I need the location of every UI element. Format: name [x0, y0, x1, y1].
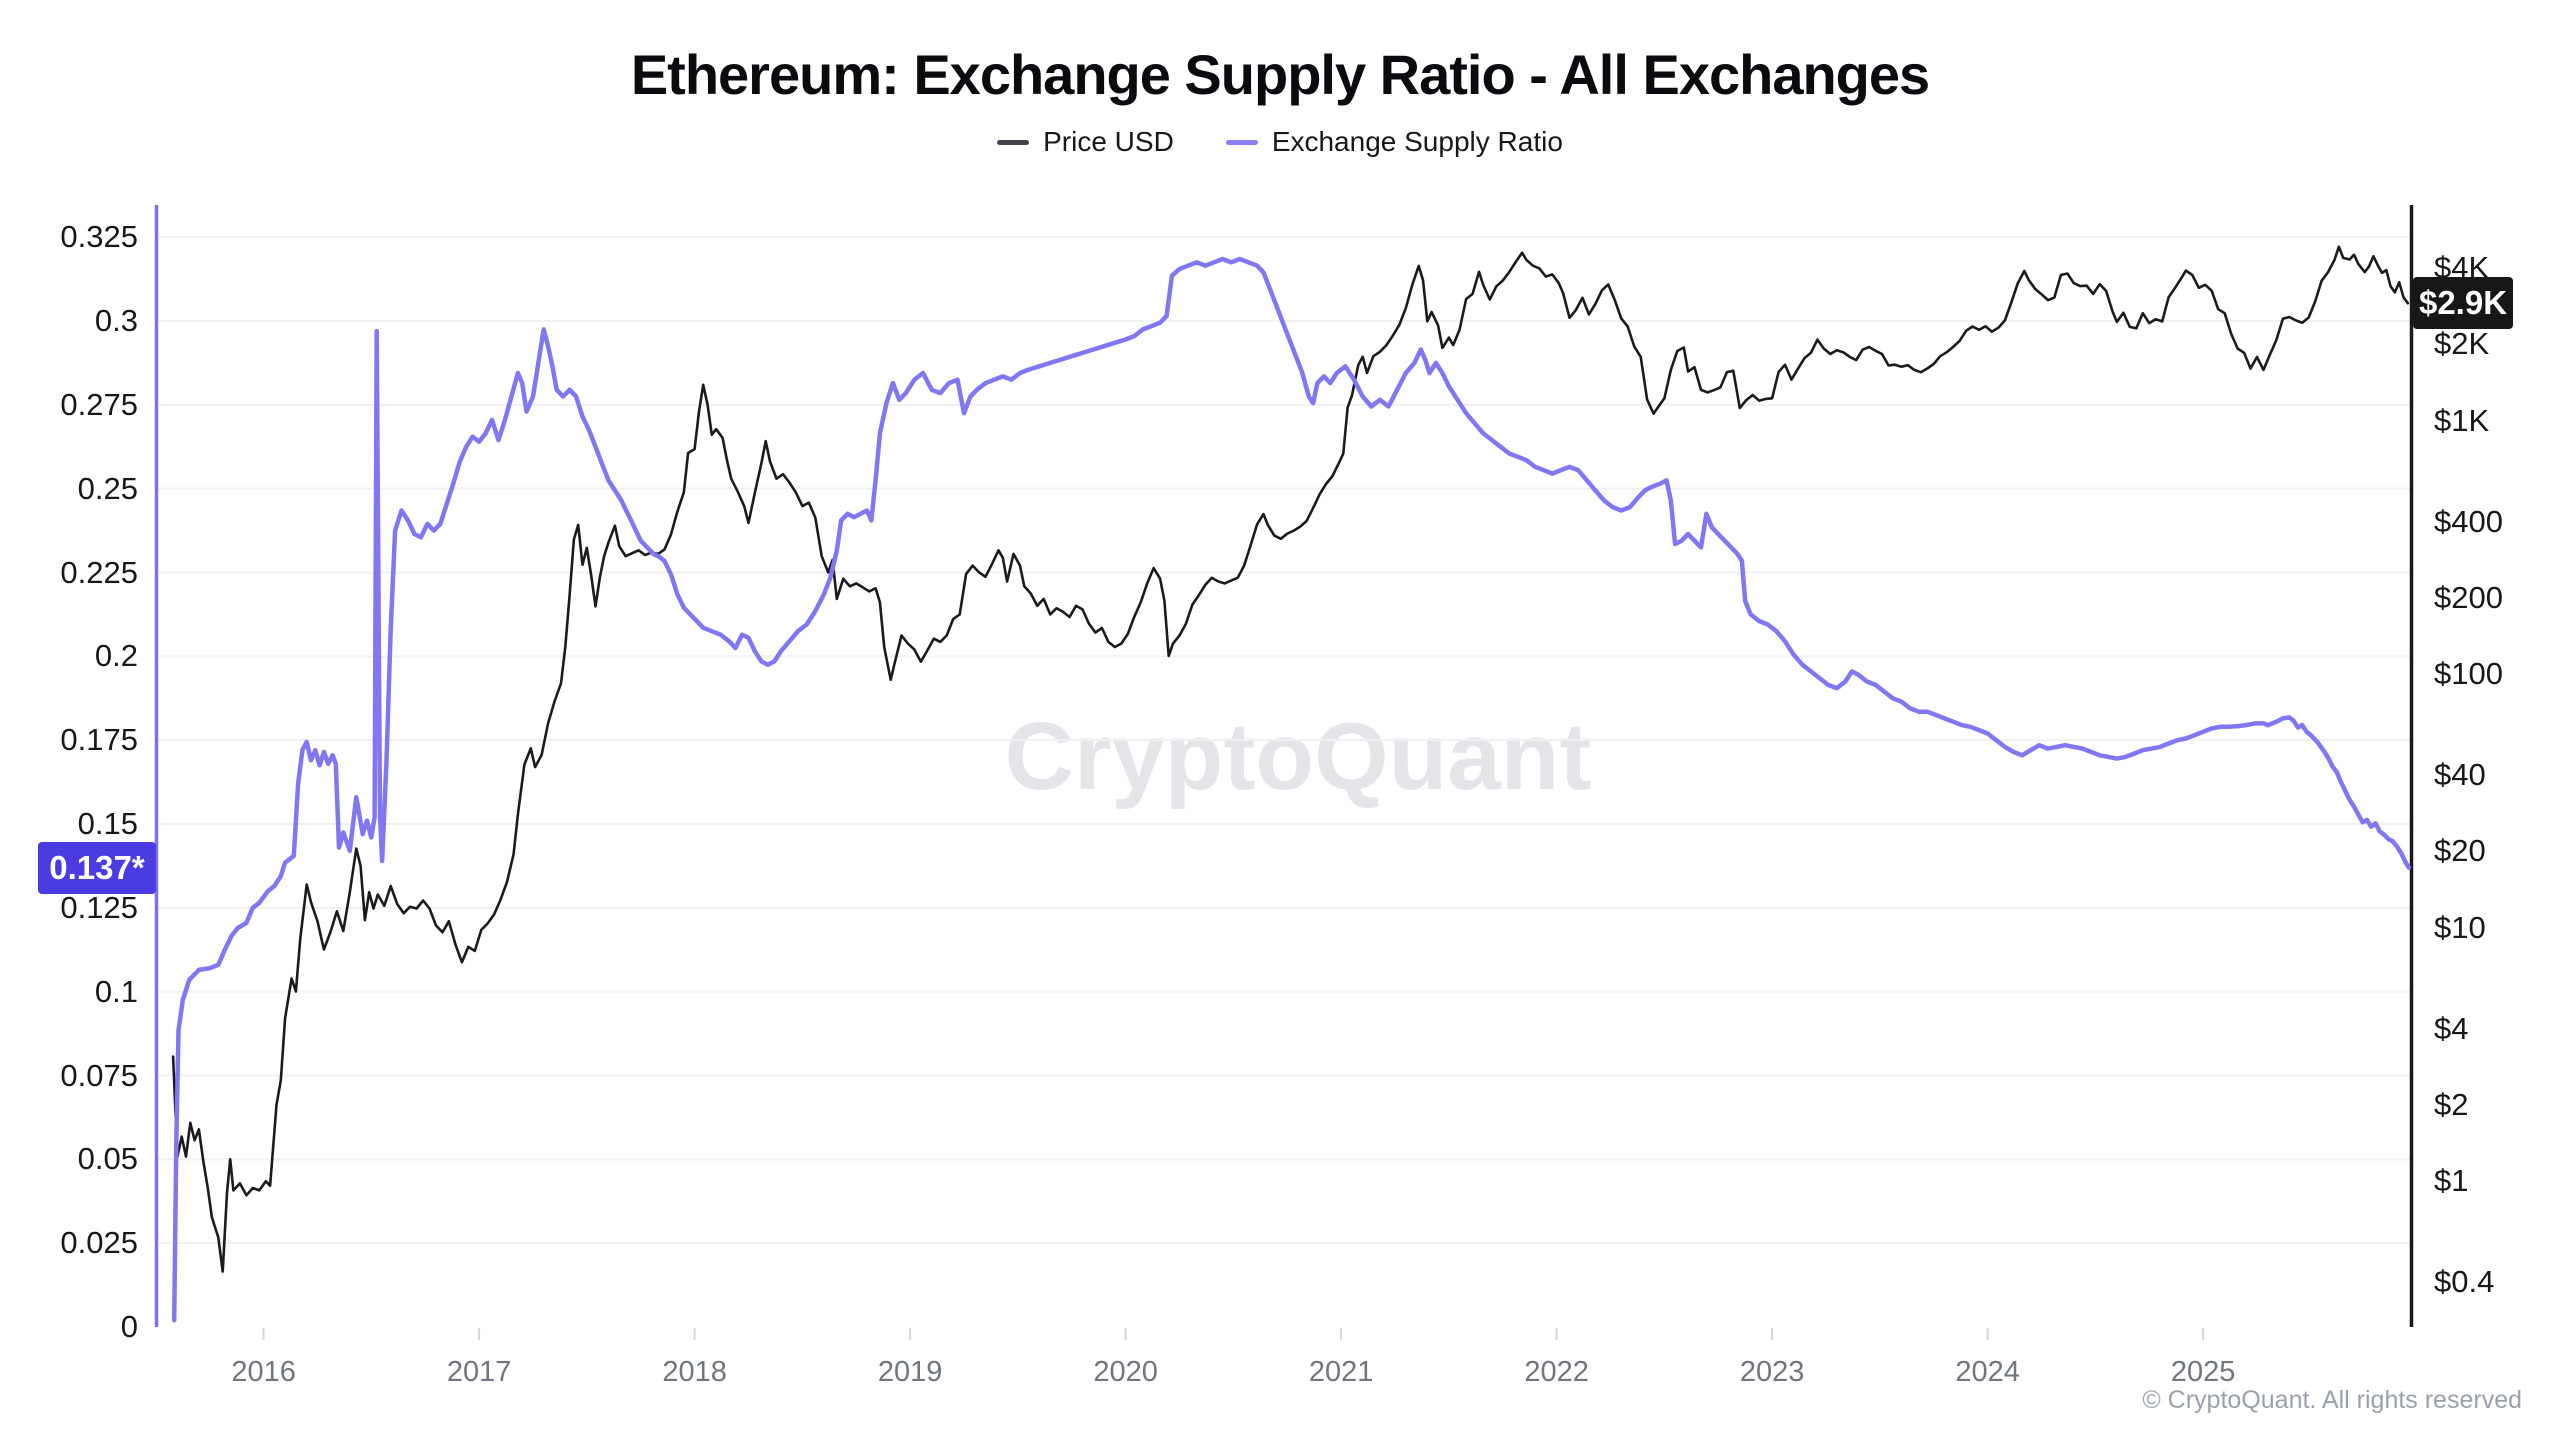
legend-item-price-usd[interactable]: Price USD — [997, 126, 1174, 158]
price-current-value-badge: $2.9K — [2413, 277, 2513, 330]
chart-title: Ethereum: Exchange Supply Ratio - All Ex… — [630, 43, 1930, 106]
right-axis-label: $20 — [2434, 833, 2486, 869]
left-axis-label: 0.3 — [94, 303, 138, 339]
x-axis-label: 2021 — [1308, 1356, 1374, 1388]
left-axis-label: 0.225 — [60, 554, 138, 590]
legend-label-price-usd: Price USD — [1043, 126, 1174, 157]
ratio-line-swatch — [1225, 139, 1258, 145]
left-axis-label: 0.2 — [94, 638, 138, 674]
price-line-swatch — [997, 139, 1030, 145]
right-axis-label: $2K — [2434, 326, 2490, 362]
x-axis-label: 2024 — [1955, 1356, 2020, 1388]
right-axis-label: $100 — [2434, 656, 2503, 692]
right-axis-label: $400 — [2434, 503, 2503, 539]
left-axis-label: 0.05 — [77, 1141, 138, 1177]
legend: Price USD Exchange Supply Ratio — [0, 126, 2560, 158]
right-axis-label: $10 — [2434, 909, 2486, 945]
x-axis-label: 2019 — [877, 1356, 943, 1388]
left-axis-label: 0.025 — [60, 1225, 138, 1261]
legend-item-exchange-supply-ratio[interactable]: Exchange Supply Ratio — [1225, 126, 1563, 158]
right-axis-label: $200 — [2434, 579, 2503, 615]
left-axis-label: 0 — [120, 1309, 138, 1344]
right-axis-label: $1 — [2434, 1163, 2469, 1199]
left-axis-label: 0.175 — [60, 722, 138, 758]
x-axis-label: 2023 — [1739, 1356, 1805, 1388]
left-axis-label: 0.15 — [77, 806, 138, 841]
x-axis-label: 2020 — [1093, 1356, 1158, 1388]
x-axis-label: 2018 — [662, 1356, 727, 1388]
left-axis-label: 0.075 — [60, 1057, 138, 1093]
x-axis-label: 2016 — [231, 1356, 296, 1388]
right-axis-label: $40 — [2434, 757, 2486, 793]
left-axis-label: 0.125 — [60, 889, 138, 925]
cryptoquant-watermark: CryptoQuant — [1004, 703, 1592, 810]
right-axis-label: $1K — [2434, 402, 2490, 438]
copyright-footer: © CryptoQuant. All rights reserved — [2142, 1386, 2522, 1414]
price-line — [171, 245, 2410, 1273]
left-axis-label: 0.275 — [60, 386, 138, 422]
x-axis-label: 2025 — [2170, 1356, 2236, 1388]
left-axis-label: 0.1 — [94, 973, 138, 1009]
ratio-line — [171, 256, 2412, 1323]
x-axis-label: 2022 — [1524, 1356, 1589, 1388]
x-axis-label: 2017 — [446, 1356, 512, 1388]
left-axis-label: 0.325 — [60, 219, 138, 255]
legend-label-exchange-supply-ratio: Exchange Supply Ratio — [1271, 126, 1563, 157]
ratio-current-value-badge: 0.137* — [38, 841, 156, 894]
right-axis-label: $2 — [2434, 1086, 2469, 1122]
left-axis-label: 0.25 — [77, 470, 138, 506]
right-axis-label: $0.4 — [2434, 1264, 2495, 1300]
right-axis-label: $4 — [2434, 1010, 2469, 1046]
